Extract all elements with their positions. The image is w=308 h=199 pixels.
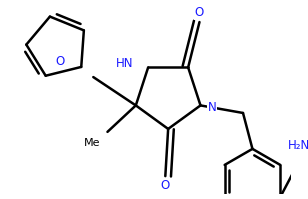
- Text: O: O: [161, 179, 170, 192]
- Text: H₂N: H₂N: [288, 139, 308, 152]
- Text: HN: HN: [116, 57, 133, 70]
- Text: N: N: [208, 101, 217, 114]
- Text: Me: Me: [83, 138, 100, 147]
- Text: O: O: [195, 6, 204, 19]
- Text: O: O: [55, 55, 64, 68]
